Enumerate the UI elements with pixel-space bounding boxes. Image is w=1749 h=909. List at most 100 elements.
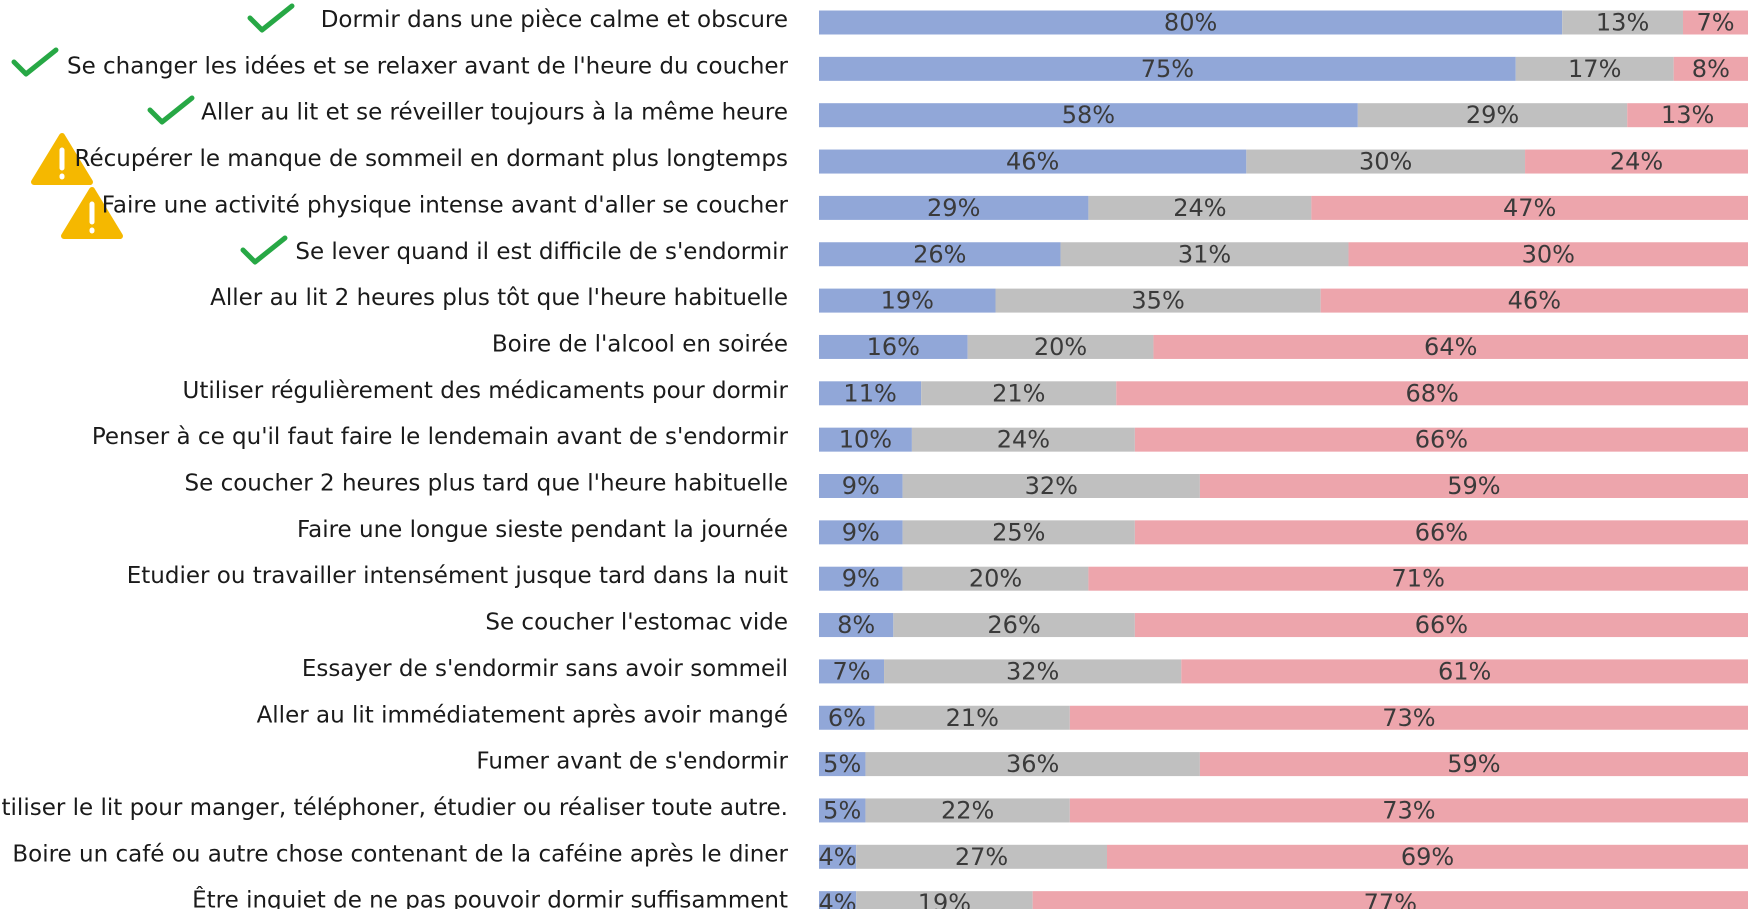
value-label: 16% — [867, 333, 920, 361]
value-label: 9% — [842, 518, 880, 546]
value-label: 6% — [828, 704, 866, 732]
value-label: 22% — [941, 796, 994, 824]
bar-segment — [1515, 56, 1674, 81]
bar-segment — [819, 149, 1247, 174]
bar-segment — [856, 891, 1033, 909]
value-label: 68% — [1405, 379, 1458, 407]
value-label: 59% — [1447, 750, 1500, 778]
value-label: 47% — [1503, 194, 1556, 222]
bar-segment — [819, 566, 903, 591]
bar-segment — [1181, 659, 1748, 684]
bar-segment — [819, 613, 894, 638]
value-label: 66% — [1415, 426, 1468, 454]
value-label: 19% — [918, 889, 971, 909]
bar-segment — [819, 844, 857, 869]
warning-icon — [31, 133, 93, 185]
value-label: 46% — [1508, 287, 1561, 315]
bar-segment — [921, 381, 1117, 406]
bar-segment — [865, 798, 1070, 823]
bar-segment — [902, 566, 1089, 591]
value-label: 17% — [1568, 55, 1621, 83]
bar-segment — [819, 195, 1089, 220]
bar-segment — [819, 10, 1563, 35]
value-label: 36% — [1006, 750, 1059, 778]
value-label: 61% — [1438, 657, 1491, 685]
value-label: 77% — [1364, 889, 1417, 909]
bar-segment — [1134, 520, 1748, 545]
category-label: Fumer avant de s'endormir — [476, 749, 788, 775]
bar-segment — [819, 659, 885, 684]
value-label: 24% — [1173, 194, 1226, 222]
bar-segment — [819, 705, 875, 730]
value-label: 21% — [946, 704, 999, 732]
bar-segment — [819, 334, 968, 359]
bar-segment — [819, 427, 912, 452]
bar-segment — [902, 474, 1200, 498]
bar-segment — [819, 891, 857, 909]
value-label: 7% — [1696, 9, 1734, 37]
bar-segment — [819, 242, 1061, 267]
value-label: 64% — [1424, 333, 1477, 361]
value-label: 66% — [1415, 518, 1468, 546]
value-label: 4% — [819, 889, 857, 909]
bar-segment — [1069, 705, 1748, 730]
value-label: 73% — [1382, 704, 1435, 732]
value-label: 4% — [819, 843, 857, 871]
bar-segment — [1060, 242, 1349, 267]
bar-segment — [1357, 103, 1628, 128]
value-label: 19% — [881, 287, 934, 315]
value-label: 11% — [843, 379, 896, 407]
category-label: Utiliser le lit pour manger, téléphoner,… — [0, 795, 788, 821]
category-label: Être inquiet de ne pas pouvoir dormir su… — [192, 886, 788, 909]
value-label: 20% — [1034, 333, 1087, 361]
bar-segment — [902, 520, 1135, 545]
category-label: Dormir dans une pièce calme et obscure — [321, 7, 788, 33]
category-label: Se changer les idées et se relaxer avant… — [67, 53, 789, 79]
category-label: Se coucher 2 heures plus tard que l'heur… — [185, 471, 788, 497]
bar-segment — [1199, 752, 1748, 777]
bar-segment — [1673, 56, 1748, 81]
category-label: Aller au lit 2 heures plus tôt que l'heu… — [210, 285, 788, 311]
value-label: 25% — [992, 518, 1045, 546]
icons — [11, 3, 295, 265]
value-label: 29% — [927, 194, 980, 222]
bar-segment — [1069, 798, 1748, 823]
value-label: 27% — [955, 843, 1008, 871]
value-label: 24% — [997, 426, 1050, 454]
value-label: 30% — [1522, 240, 1575, 268]
value-label: 58% — [1062, 101, 1115, 129]
value-label: 5% — [823, 796, 861, 824]
value-label: 26% — [987, 611, 1040, 639]
category-label: Se coucher l'estomac vide — [485, 610, 788, 636]
value-label: 9% — [842, 565, 880, 593]
warning-icon — [61, 187, 123, 239]
check-icon — [240, 235, 288, 265]
bar-segment — [856, 844, 1107, 869]
category-label: Etudier ou travailler intensément jusque… — [127, 563, 788, 589]
category-label: Aller au lit immédiatement après avoir m… — [257, 702, 788, 728]
category-label: Penser à ce qu'il faut faire le lendemai… — [92, 424, 789, 450]
category-label: Utiliser régulièrement des médicaments p… — [183, 378, 789, 404]
value-label: 30% — [1359, 148, 1412, 176]
value-label: 8% — [837, 611, 875, 639]
category-label: Essayer de s'endormir sans avoir sommeil — [302, 656, 788, 682]
category-label: Faire une activité physique intense avan… — [102, 192, 789, 218]
bar-segment — [819, 752, 866, 777]
bar-segment — [1106, 844, 1748, 869]
value-label: 29% — [1466, 101, 1519, 129]
bar-segment — [1032, 891, 1748, 909]
value-label: 46% — [1006, 148, 1059, 176]
category-label: Boire de l'alcool en soirée — [492, 331, 788, 357]
category-label: Se lever quand il est difficile de s'end… — [295, 239, 788, 265]
value-label: 24% — [1610, 148, 1663, 176]
value-label: 32% — [1025, 472, 1078, 500]
category-label: Boire un café ou autre chose contenant d… — [12, 841, 788, 867]
category-label: Aller au lit et se réveiller toujours à … — [201, 100, 788, 126]
value-label: 31% — [1178, 240, 1231, 268]
bar-segment — [865, 752, 1200, 777]
bar-segment — [1199, 474, 1748, 498]
value-label: 71% — [1392, 565, 1445, 593]
category-label: Récupérer le manque de sommeil en dorman… — [75, 146, 789, 172]
bar-segment — [819, 798, 866, 823]
